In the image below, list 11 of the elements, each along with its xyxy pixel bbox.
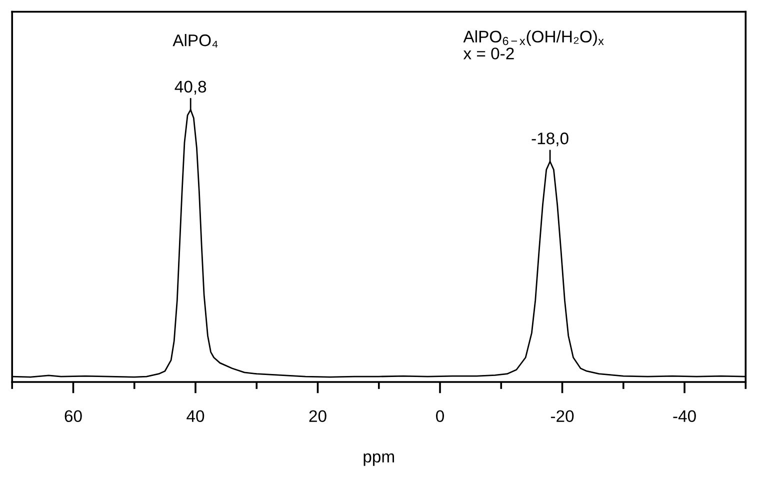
text: AlPO₄ — [172, 34, 218, 48]
x-tick-label: 20 — [309, 410, 326, 422]
x-tick-label: 60 — [64, 410, 82, 422]
x-tick-label: 40 — [186, 410, 204, 422]
annotation: 40,8 — [174, 80, 206, 95]
text: AlPO$_{6−x}$(OH/H₂O)$_{x}$ x = 0-2 — [463, 30, 604, 60]
x-axis-title: ppm — [364, 453, 394, 466]
x-tick-label: 0 — [436, 410, 444, 422]
x-tick-label: -40 — [673, 410, 696, 422]
annotation: -18,0 — [532, 132, 568, 146]
x-tick-label: -20 — [550, 410, 574, 422]
